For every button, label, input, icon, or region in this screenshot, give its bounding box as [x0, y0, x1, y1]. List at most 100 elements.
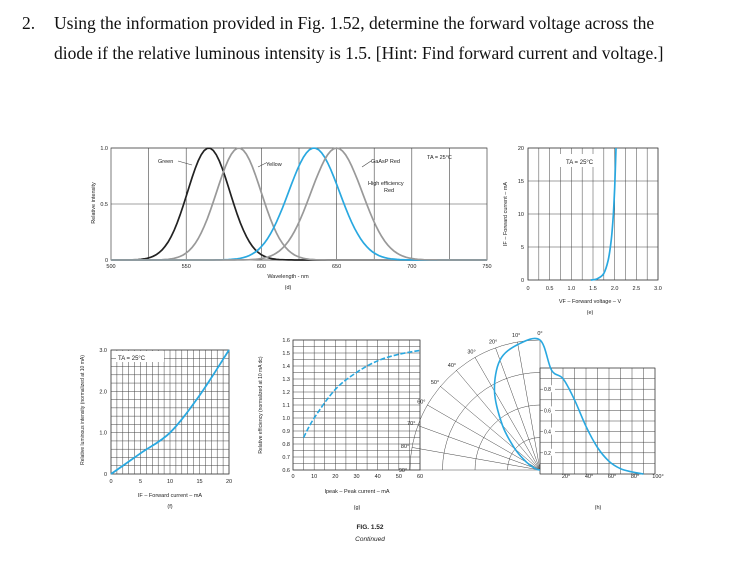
panel-d-annotation: Red — [384, 188, 394, 194]
panel-f-y-tick: 1.0 — [99, 431, 107, 437]
panel-e-x-tick: 1.5 — [589, 286, 597, 292]
panel-h-polar-ray — [440, 386, 541, 471]
panel-h-polar-ray — [411, 447, 541, 471]
panel-d-x-tick: 650 — [332, 264, 341, 270]
panel-g-y-tick: 1.4 — [282, 364, 290, 370]
panel-h-x-tick: 60° — [608, 474, 616, 480]
panel-h-polar-ray — [417, 425, 541, 471]
panel-h-y-tick: 0.4 — [544, 430, 551, 436]
panel-e-annotation-bg — [560, 154, 600, 167]
panel-h-polar-label: 90° — [399, 468, 407, 474]
panel-h-polar-label: 0° — [537, 331, 542, 337]
panel-h-polar-ray — [517, 341, 541, 471]
panel-h-polar-arc — [474, 404, 541, 471]
panel-e-curve — [590, 147, 617, 281]
panel-h-polar-label: 40° — [448, 363, 456, 369]
question-line-2: diode if the relative luminous intensity… — [54, 43, 664, 63]
panel-f-y-tick: 0 — [104, 472, 107, 478]
panel-g-y-tick: 0.6 — [282, 468, 290, 474]
panel-d-label: (d) — [285, 285, 292, 291]
panel-e-x-tick: 0 — [526, 286, 529, 292]
panel-f-label: (f) — [167, 504, 172, 510]
panel-g-x-tick: 0 — [291, 474, 294, 480]
panel-h-polar-label: 80° — [401, 444, 409, 450]
panel-e-y-tick: 0 — [521, 278, 524, 284]
panel-e-label: (e) — [587, 310, 594, 316]
panel-f-y-label: Relative luminous intensity (normalized … — [80, 355, 86, 465]
panel-h-polar-label: 30° — [467, 349, 475, 355]
panel-d-series-line — [111, 147, 487, 261]
panel-d-annotation: High efficiency — [368, 181, 404, 187]
panel-e-y-tick: 10 — [518, 212, 524, 218]
panel-f-x-tick: 0 — [109, 479, 112, 485]
panel-g-y-tick: 0.8 — [282, 442, 290, 448]
panel-d-x-tick: 750 — [482, 264, 491, 270]
panel-h-y-tick: 0.2 — [544, 451, 551, 457]
panel-h-polar-arc — [442, 372, 541, 471]
panel-f-x-label: IF – Forward current – mA — [138, 493, 203, 499]
panel-g-y-tick: 0.7 — [282, 455, 290, 461]
question-line-1: Using the information provided in Fig. 1… — [54, 13, 655, 33]
panel-g-y-tick: 0.9 — [282, 429, 290, 435]
panel-g-y-tick: 1.0 — [282, 416, 290, 422]
panel-h-polar-ray — [495, 347, 541, 471]
panel-d-x-tick: 550 — [182, 264, 191, 270]
panel-f-x-tick: 15 — [196, 479, 202, 485]
panel-g-curve — [302, 349, 421, 438]
panel-g-y-tick: 1.2 — [282, 390, 290, 396]
panel-h-y-tick-bg — [543, 406, 555, 414]
panel-g-y-label: Relative efficiency (normalized at 10 mA… — [258, 356, 264, 454]
question-text: Using the information provided in Fig. 1… — [54, 8, 744, 68]
panel-e-x-label: VF – Forward voltage – V — [559, 299, 622, 305]
panel-g-x-tick: 40 — [375, 474, 381, 480]
panel-g-x-tick: 50 — [396, 474, 402, 480]
panel-f-annotation: TA = 25°C — [118, 356, 146, 362]
panel-g-y-tick: 1.6 — [282, 338, 290, 344]
panel-h-polar-label: 50° — [431, 380, 439, 386]
panel-f-x-tick: 5 — [139, 479, 142, 485]
panel-h-y-tick: 0.6 — [544, 408, 551, 414]
panel-f-x-tick: 10 — [167, 479, 173, 485]
panel-h-x-tick: 20° — [562, 474, 570, 480]
panel-h-label: (h) — [595, 505, 602, 511]
panel-e-x-tick: 2.0 — [611, 286, 619, 292]
panel-d-leader — [177, 160, 193, 166]
panel-h-y-tick-bg — [543, 385, 555, 393]
panel-e-y-tick: 15 — [518, 179, 524, 185]
figure-caption-continued: Continued — [355, 536, 385, 543]
panel-g-y-tick: 1.1 — [282, 403, 290, 409]
panel-g-frame — [292, 339, 421, 471]
panel-e-x-tick: 1.0 — [568, 286, 576, 292]
panel-f-curve — [110, 349, 230, 475]
panel-h-x-tick: 100° — [652, 474, 663, 480]
panel-h-curve — [493, 337, 644, 475]
panel-e-annotation: TA = 25°C — [566, 160, 594, 166]
panel-d-annotation: Green — [158, 159, 173, 165]
panel-g-x-label: Ipeak – Peak current – mA — [324, 489, 389, 495]
panel-d-annotation: TA = 25°C — [427, 155, 452, 161]
panel-h-y-tick: 0.8 — [544, 387, 551, 393]
panel-h-polar-label: 10° — [512, 333, 520, 339]
panel-d-leader — [257, 162, 267, 168]
figure-caption: FIG. 1.52 — [356, 524, 383, 531]
panel-e-y-tick: 20 — [518, 146, 524, 152]
panel-g-x-tick: 60 — [417, 474, 423, 480]
panel-e-y-tick: 5 — [521, 245, 524, 251]
panel-d-x-tick: 500 — [106, 264, 115, 270]
panel-h-polar-ray — [456, 370, 541, 471]
panel-h-frame — [539, 367, 656, 475]
panel-d-leader — [361, 160, 372, 168]
panel-d-x-tick: 600 — [257, 264, 266, 270]
question-number: 2. — [22, 13, 36, 33]
panel-h-polar-label: 60° — [417, 400, 425, 406]
panel-h-y-tick-bg — [543, 448, 555, 456]
panel-d-y-tick: 0.5 — [100, 202, 108, 208]
panel-h-x-tick: 40° — [585, 474, 593, 480]
panel-d-annotation: GaAsP Red — [371, 159, 400, 165]
panel-d-y-tick: 1.0 — [100, 146, 108, 152]
panel-h-polar-ray — [474, 357, 541, 471]
panel-g-x-tick: 20 — [332, 474, 338, 480]
panel-d-annotation: Yellow — [266, 162, 282, 168]
panel-h-y-tick-bg — [543, 427, 555, 435]
